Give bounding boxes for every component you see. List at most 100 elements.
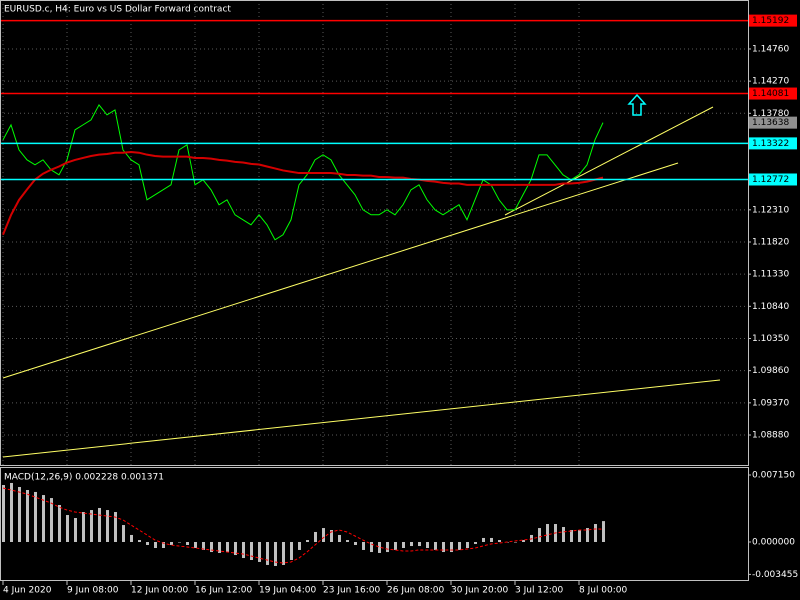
macd-bar	[418, 542, 421, 547]
x-tick-label: 4 Jun 2020	[3, 586, 52, 596]
macd-bar	[98, 507, 101, 543]
macd-bar	[242, 542, 245, 559]
macd-bar	[330, 530, 333, 543]
macd-frame	[0, 467, 749, 581]
macd-bar	[322, 528, 325, 543]
macd-bar	[186, 542, 189, 546]
macd-bar	[410, 542, 413, 547]
y-tick-label: 1.14760	[752, 44, 789, 54]
macd-bar	[50, 498, 53, 543]
macd-bar	[138, 540, 141, 543]
macd-bar	[90, 510, 93, 543]
x-tick-label: 30 Jun 20:00	[451, 586, 508, 596]
macd-bar	[218, 542, 221, 553]
macd-bar	[74, 518, 77, 543]
macd-bar	[146, 542, 149, 546]
y-tick-label: -0.003455	[752, 570, 798, 580]
x-tick-label: 23 Jun 16:00	[323, 586, 380, 596]
macd-bar	[434, 542, 437, 550]
x-tick-label: 12 Jun 00:00	[131, 586, 188, 596]
macd-bar	[122, 525, 125, 543]
macd-bar	[26, 489, 29, 543]
x-tick-label: 19 Jun 04:00	[259, 586, 316, 596]
macd-bar	[178, 542, 181, 543]
main-frame	[0, 0, 749, 466]
macd-bar	[442, 542, 445, 553]
macd-bar	[354, 542, 357, 546]
macd-bar	[202, 542, 205, 550]
x-tick-label: 26 Jun 08:00	[387, 586, 444, 596]
y-tick-label: 1.08880	[752, 430, 789, 440]
macd-bar	[386, 542, 389, 553]
macd-bar	[234, 542, 237, 556]
level-label-box	[749, 14, 797, 27]
macd-bar	[114, 512, 117, 543]
macd-bar	[490, 537, 493, 543]
macd-bar	[170, 542, 173, 546]
axis-layer: 4 Jun 2020 9 Jun 08:00 12 Jun 00:00 16 Jun …	[2, 14, 798, 596]
macd-bar	[522, 540, 525, 543]
macd-bar	[34, 491, 37, 543]
y-tick-label: 1.10840	[752, 302, 789, 312]
y-tick-label: 1.11820	[752, 237, 789, 247]
macd-bar	[82, 512, 85, 543]
macd-bar	[274, 542, 277, 566]
macd-bar	[570, 530, 573, 543]
trendline	[504, 106, 714, 216]
y-tick-label: 1.11330	[752, 270, 789, 280]
macd-bar	[2, 485, 5, 543]
macd-bar	[266, 542, 269, 565]
macd-bar	[314, 531, 317, 543]
level-label: 1.15192	[752, 16, 789, 26]
trendlines	[2, 93, 721, 458]
macd-bar	[514, 542, 517, 543]
trendline	[2, 162, 679, 379]
macd-bar	[18, 486, 21, 543]
macd-bar	[466, 542, 469, 548]
y-tick-label: 0.007150	[752, 471, 795, 481]
macd-bar	[362, 542, 365, 550]
x-tick-label: 16 Jun 12:00	[195, 586, 252, 596]
price-label-box	[749, 116, 797, 129]
macd-bar	[194, 542, 197, 548]
macd-bar	[562, 527, 565, 543]
level-label: 1.13322	[752, 139, 789, 149]
macd-bar	[450, 542, 453, 553]
macd-bar	[130, 534, 133, 543]
macd-bar	[378, 542, 381, 553]
macd-bar	[498, 540, 501, 543]
up-arrow	[627, 93, 647, 116]
level-label-box	[749, 87, 797, 100]
macd-bar	[394, 542, 397, 550]
trendline	[2, 379, 721, 458]
macd-bar	[66, 515, 69, 543]
macd-bar	[10, 482, 13, 543]
macd-bar	[250, 542, 253, 560]
macd-bar	[210, 542, 213, 553]
macd-bar	[58, 504, 61, 543]
macd-bar	[346, 540, 349, 543]
macd-bar	[546, 524, 549, 543]
macd-bar	[298, 542, 301, 550]
y-tick-label: 1.14270	[752, 77, 789, 87]
macd-bar	[594, 524, 597, 543]
macd-bar	[42, 495, 45, 543]
macd-bar	[338, 534, 341, 543]
y-tick-label: 1.12310	[752, 205, 789, 215]
macd-bar	[538, 528, 541, 543]
level-label-box	[749, 173, 797, 186]
macd-bar	[402, 542, 405, 548]
macd-bar	[306, 540, 309, 543]
chart-title: EURUSD.c, H4: Euro vs US Dollar Forward …	[4, 5, 231, 15]
plot-layer	[0, 19, 748, 566]
signal-line	[2, 487, 604, 564]
level-label: 1.12772	[752, 175, 789, 185]
macd-bar	[290, 542, 293, 560]
macd-bar	[154, 542, 157, 548]
macd-bar	[258, 542, 261, 562]
macd-bar	[586, 528, 589, 543]
y-tick-label: 0.000000	[752, 538, 795, 548]
macd-bar	[106, 510, 109, 543]
